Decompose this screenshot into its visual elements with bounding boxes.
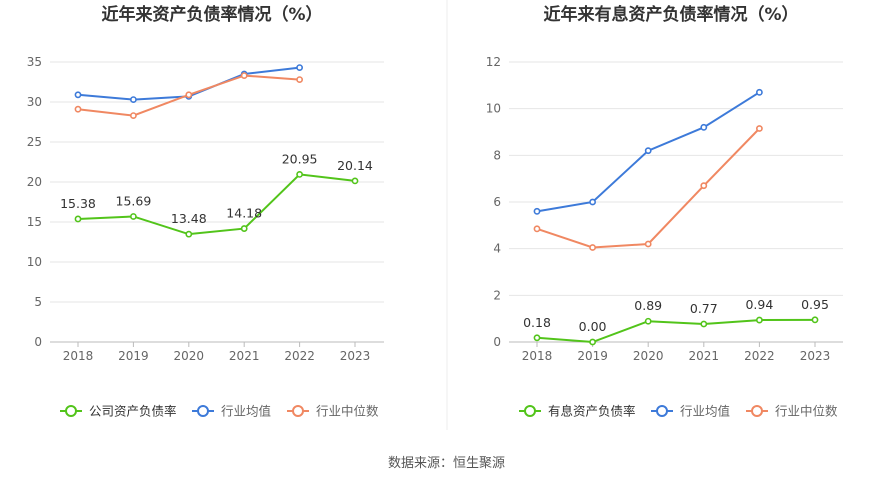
chart-left: 近年来资产负债率情况（%） 0 5 10 15 20 25 30 35 2018 2019 2020 2… (27, 4, 384, 419)
data-point (700, 123, 708, 131)
x-tick-label: 2023 (800, 349, 831, 363)
data-label: 20.95 (282, 151, 318, 166)
data-point (756, 125, 763, 132)
x-tick-label: 2019 (577, 349, 608, 363)
x-tick-label: 2020 (633, 349, 664, 363)
chart-right: 近年来有息资产负债率情况（%） 0 2 4 6 8 10 12 2018 2019 2020 2021… (486, 4, 843, 419)
data-point (240, 72, 248, 79)
data-label: 0.00 (579, 319, 607, 334)
data-label: 13.48 (171, 211, 207, 226)
y-tick-label: 0 (34, 335, 42, 349)
y-tick-label: 8 (493, 148, 501, 162)
data-point (811, 316, 819, 324)
data-point (533, 225, 541, 233)
y-tick-label: 10 (27, 255, 42, 269)
data-label: 15.69 (116, 193, 152, 208)
legend-marker (751, 405, 763, 417)
y-tick-label: 4 (493, 242, 501, 256)
data-point (756, 88, 763, 96)
data-point (185, 91, 193, 99)
y-tick-label: 20 (27, 175, 42, 189)
data-point (589, 244, 596, 251)
legend-label: 行业中位数 (775, 404, 838, 419)
data-label: 0.18 (523, 315, 551, 330)
x-tick-label: 2022 (744, 349, 775, 363)
x-tick-label: 2022 (284, 349, 315, 363)
data-point (74, 105, 82, 113)
data-point (296, 170, 303, 178)
x-tick-label: 2021 (229, 349, 260, 363)
legend-marker (65, 405, 77, 417)
data-point (700, 320, 708, 328)
series-line (536, 318, 816, 344)
data-point (296, 76, 303, 83)
data-label: 0.94 (745, 297, 773, 312)
x-tick-label: 2019 (118, 349, 149, 363)
data-point (129, 96, 137, 103)
data-point (74, 91, 82, 99)
legend-marker (524, 405, 536, 417)
data-label: 15.38 (60, 196, 96, 211)
data-label: 0.77 (690, 301, 718, 316)
data-point (644, 317, 652, 325)
data-point (756, 316, 763, 324)
series-line (536, 127, 761, 249)
data-point (185, 230, 193, 238)
data-point (589, 198, 596, 206)
data-point (533, 207, 541, 215)
data-point (74, 215, 82, 223)
data-point (351, 177, 359, 185)
y-tick-label: 6 (493, 195, 501, 209)
data-point (644, 240, 652, 248)
data-label: 14.18 (226, 206, 262, 221)
chart-title: 近年来有息资产负债率情况（%） (543, 4, 798, 25)
y-tick-label: 35 (27, 55, 42, 69)
data-source-note: 数据来源：恒生聚源 (387, 456, 505, 471)
legend-marker (656, 405, 668, 417)
y-tick-label: 15 (27, 215, 42, 229)
series-line (77, 173, 356, 236)
legend-label: 行业均值 (221, 404, 271, 419)
data-point (644, 147, 652, 155)
y-tick-label: 30 (27, 95, 42, 109)
data-label: 20.14 (337, 158, 373, 173)
y-tick-label: 2 (493, 288, 501, 302)
data-label: 0.89 (634, 298, 662, 313)
legend-label: 公司资产负债率 (89, 404, 177, 419)
y-tick-label: 12 (486, 55, 501, 69)
data-point (533, 334, 541, 342)
y-tick-label: 5 (34, 295, 42, 309)
legend-label: 行业中位数 (316, 404, 379, 419)
y-tick-label: 0 (493, 335, 501, 349)
legend-marker (292, 405, 304, 417)
x-tick-label: 2023 (340, 349, 371, 363)
x-tick-label: 2021 (689, 349, 720, 363)
data-point (700, 182, 708, 190)
data-point (129, 213, 137, 220)
y-tick-label: 10 (486, 102, 501, 116)
legend-label: 有息资产负债率 (548, 404, 636, 419)
x-tick-label: 2018 (63, 349, 94, 363)
legend-marker (197, 405, 209, 417)
legend-label: 行业均值 (680, 404, 730, 419)
data-point (589, 338, 596, 346)
y-tick-label: 25 (27, 135, 42, 149)
data-point (296, 64, 303, 71)
data-point (129, 112, 137, 119)
x-tick-label: 2018 (522, 349, 553, 363)
chart-title: 近年来资产负债率情况（%） (101, 4, 322, 25)
x-tick-label: 2020 (174, 349, 205, 363)
data-label: 0.95 (801, 297, 829, 312)
data-point (240, 225, 248, 232)
